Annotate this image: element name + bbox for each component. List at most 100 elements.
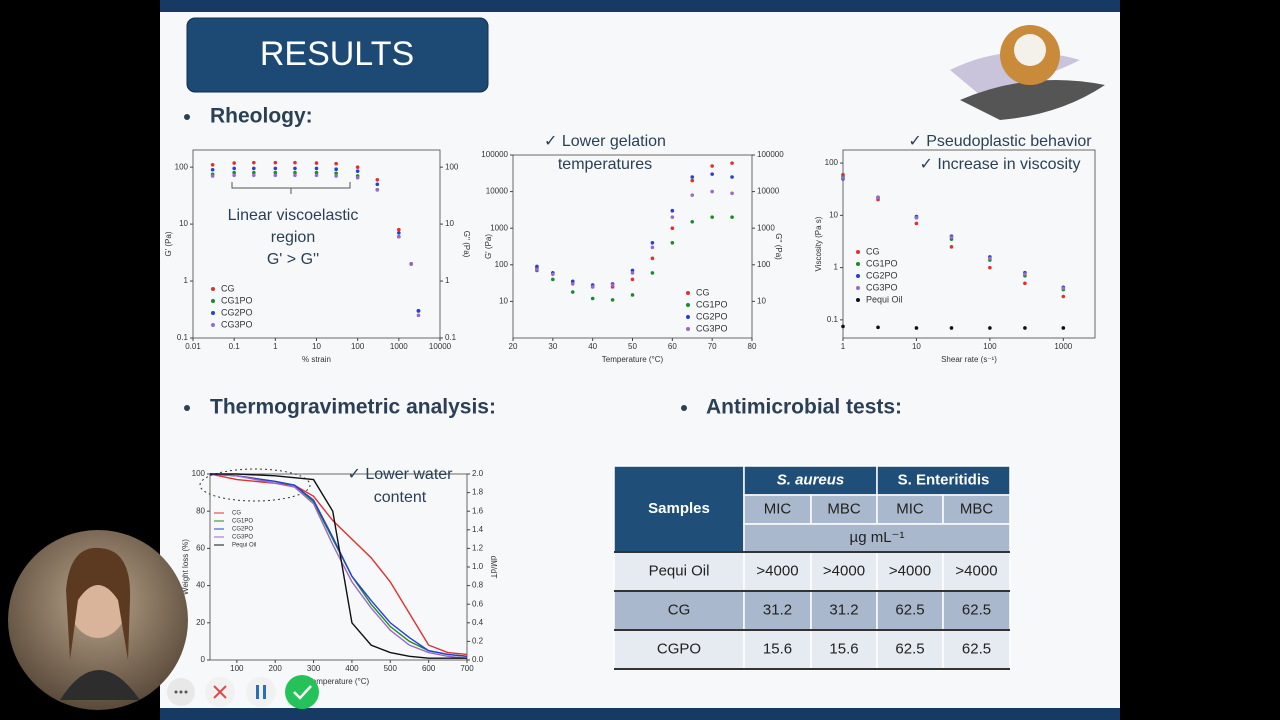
x-tick-label: 50 bbox=[628, 342, 637, 351]
x-tick-label: 0.1 bbox=[229, 342, 241, 351]
data-point bbox=[730, 215, 734, 219]
y2-tick-label: 0.2 bbox=[472, 637, 484, 646]
data-point bbox=[334, 174, 338, 178]
table-text: MIC bbox=[764, 500, 792, 517]
y2-axis-label: G'' (Pa) bbox=[462, 231, 471, 258]
y2-tick-label: 1000 bbox=[757, 223, 775, 232]
data-point bbox=[988, 326, 992, 330]
data-point bbox=[650, 271, 655, 275]
table-cell bbox=[876, 629, 944, 670]
legend-label: CG bbox=[232, 511, 241, 517]
table-text: MIC bbox=[896, 500, 924, 517]
legend-label: CG1PO bbox=[232, 519, 253, 525]
table-text: 15.6 bbox=[829, 640, 858, 657]
y-tick-label: 20 bbox=[196, 618, 205, 627]
y2-tick-label: 1 bbox=[445, 276, 450, 285]
y2-tick-label: 1.8 bbox=[472, 488, 484, 497]
data-point bbox=[409, 262, 414, 266]
x-axis-label: Shear rate (s⁻¹) bbox=[941, 355, 997, 364]
y2-tick-label: 2.0 bbox=[472, 469, 484, 478]
legend-label: CG3PO bbox=[696, 323, 728, 333]
y2-tick-label: 0.6 bbox=[472, 599, 484, 608]
chart: 1 10 100 1000 0.1 1 10 100 Shear rate (s⁻¹) Visco… bbox=[814, 133, 1096, 364]
data-point bbox=[949, 245, 954, 249]
legend-swatch bbox=[856, 286, 860, 290]
table-text: S. Enteritidis bbox=[898, 471, 990, 488]
table-cell bbox=[942, 590, 1011, 631]
table-cell bbox=[613, 551, 745, 592]
table-text: 31.2 bbox=[829, 601, 858, 618]
table-text: 62.5 bbox=[895, 640, 924, 657]
table-text: >4000 bbox=[756, 562, 798, 579]
legend-swatch bbox=[211, 287, 215, 291]
data-point bbox=[949, 326, 954, 330]
legend-swatch bbox=[856, 274, 860, 278]
annotation: region bbox=[271, 229, 315, 246]
data-point bbox=[375, 177, 380, 182]
confirm-button[interactable] bbox=[285, 675, 319, 709]
y2-tick-label: 10 bbox=[757, 297, 766, 306]
table-text: >4000 bbox=[955, 562, 997, 579]
y2-axis-label: dM/dT bbox=[489, 556, 498, 579]
table-text: µg mL⁻¹ bbox=[850, 529, 905, 546]
x-axis-label: Temperature (°C) bbox=[308, 677, 370, 686]
data-point bbox=[416, 313, 421, 318]
y-tick-label: 100 bbox=[192, 469, 206, 478]
call-controls bbox=[167, 675, 319, 709]
legend-swatch bbox=[856, 262, 860, 266]
series-line bbox=[209, 473, 468, 657]
table-text: >4000 bbox=[823, 562, 865, 579]
table-cell bbox=[810, 629, 878, 670]
annotation: content bbox=[374, 489, 427, 506]
data-point bbox=[988, 256, 992, 261]
data-point bbox=[690, 193, 695, 197]
data-point bbox=[1061, 326, 1066, 330]
series-line bbox=[210, 473, 467, 659]
webcam bbox=[8, 530, 188, 710]
bullet bbox=[681, 405, 687, 411]
bullet bbox=[184, 405, 190, 411]
x-tick-label: 70 bbox=[708, 342, 717, 351]
table-text: 15.6 bbox=[763, 640, 792, 657]
table-cell bbox=[743, 629, 812, 670]
table-text: 62.5 bbox=[962, 640, 991, 657]
data-point bbox=[273, 170, 278, 175]
data-point bbox=[988, 265, 992, 270]
data-point bbox=[232, 173, 236, 178]
data-point bbox=[397, 231, 401, 235]
table-cell bbox=[743, 590, 812, 631]
y2-tick-label: 100000 bbox=[757, 150, 784, 159]
data-point bbox=[252, 173, 256, 178]
data-point bbox=[690, 178, 695, 183]
legend-label: CG1PO bbox=[221, 295, 253, 305]
legend-swatch bbox=[856, 250, 860, 254]
y-tick-label: 1 bbox=[184, 276, 189, 285]
charts: 0.01 0.1 1 10 100 1000 100000.11101000.1110100… bbox=[164, 133, 1096, 686]
data-point bbox=[1023, 281, 1027, 286]
x-tick-label: 100 bbox=[230, 664, 244, 673]
annotation: ✓ Pseudoplastic behavior bbox=[908, 133, 1092, 150]
data-point bbox=[914, 215, 919, 220]
table-text: CGPO bbox=[657, 640, 701, 657]
data-point bbox=[1061, 286, 1066, 291]
pause-button[interactable] bbox=[246, 677, 276, 707]
data-point bbox=[650, 240, 655, 245]
x-axis-label: % strain bbox=[302, 355, 331, 364]
legend-label: CG3PO bbox=[232, 535, 253, 541]
table-cell bbox=[942, 494, 1011, 525]
legend-swatch bbox=[856, 298, 860, 302]
data-point bbox=[535, 264, 539, 269]
data-point bbox=[1023, 272, 1027, 276]
y2-tick-label: 100 bbox=[445, 162, 459, 171]
annotation: ✓ Increase in viscosity bbox=[919, 156, 1080, 173]
x-tick-label: 10 bbox=[312, 342, 321, 351]
y-tick-label: 10 bbox=[179, 219, 188, 228]
y2-tick-label: 1.4 bbox=[472, 525, 484, 534]
y2-tick-label: 100 bbox=[757, 260, 771, 269]
legend-swatch bbox=[211, 311, 215, 315]
y-tick-label: 1 bbox=[834, 263, 839, 272]
legend-label: CG2PO bbox=[232, 527, 253, 533]
legend-label: Pequi Oil bbox=[232, 543, 256, 549]
table-cell bbox=[876, 465, 1011, 496]
x-tick-label: 30 bbox=[548, 342, 557, 351]
